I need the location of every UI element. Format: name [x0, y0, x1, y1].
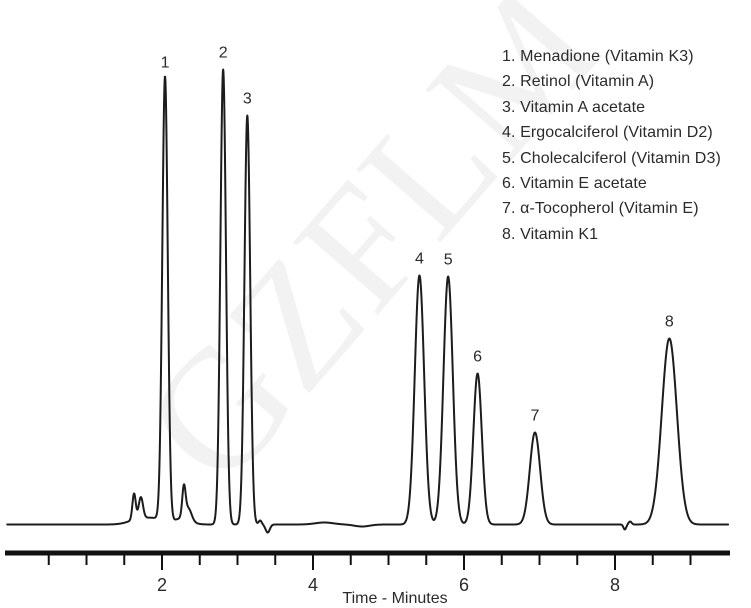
legend-item: 5. Cholecalciferol (Vitamin D3): [502, 149, 721, 167]
x-axis-tick-labels: 2 4 6 8: [157, 575, 620, 595]
peak-number-label: 3: [243, 91, 252, 108]
x-axis-tick-label: 4: [308, 575, 318, 595]
peak-number-label: 8: [665, 314, 674, 331]
peak-number-label: 6: [473, 349, 482, 366]
legend-item: 4. Ergocalciferol (Vitamin D2): [502, 124, 713, 142]
peak-number-label: 5: [444, 252, 453, 269]
legend-item: 3. Vitamin A acetate: [502, 98, 646, 116]
peak-labels: 1 2 3 4 5 6 7 8: [161, 45, 674, 425]
x-axis: 2 4 6 8 Time - Minutes: [5, 550, 730, 607]
chromatogram-trace: [6, 68, 730, 534]
peak-number-label: 2: [219, 45, 228, 62]
x-axis-tick-label: 8: [610, 575, 620, 595]
legend-item: 6. Vitamin E acetate: [502, 174, 647, 192]
peak-number-label: 4: [415, 251, 424, 268]
x-axis-tick-label: 2: [157, 575, 167, 595]
x-axis-title: Time - Minutes: [342, 590, 447, 607]
legend-item: 7. α-Tocopherol (Vitamin E): [502, 200, 699, 218]
x-axis-tick-label: 6: [459, 575, 469, 595]
legend-item: 2. Retinol (Vitamin A): [502, 73, 655, 91]
peak-number-label: 7: [531, 408, 540, 425]
legend-item: 1. Menadione (Vitamin K3): [502, 48, 694, 65]
x-axis-ticks: [47, 553, 692, 570]
peak-number-label: 1: [161, 55, 170, 72]
legend-item: 8. Vitamin K1: [502, 225, 599, 243]
peak-legend: 1. Menadione (Vitamin K3) 2. Retinol (Vit…: [502, 44, 721, 247]
